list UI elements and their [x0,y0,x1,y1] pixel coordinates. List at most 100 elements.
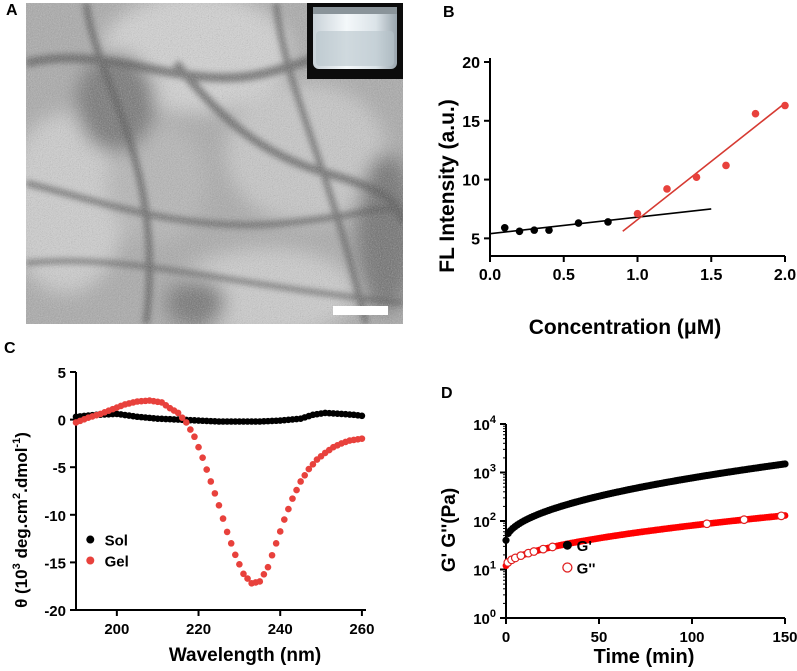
chart-c-point-gel [293,486,300,494]
chart-d-y-tick-label: 104 [473,414,497,434]
chart-c-x-tick-label: 200 [104,621,129,638]
chart-b-point-high [663,185,671,193]
chart-c-point-gel [268,551,276,559]
chart-c-point-gel [244,575,251,582]
chart-d-x-tick-label: 150 [772,629,797,646]
chart-c-ylabel-part-6: ) [12,432,31,438]
chart-d-ylabel: G' G''(Pa) [439,488,460,572]
chart-b-point-high [722,161,730,170]
chart-d-y-tick-base: 10 [473,611,490,628]
chart-c-y-tick-label: 5 [58,365,66,382]
chart-c-point-gel [227,540,235,547]
chart-b-x-tick-label: 2.0 [774,267,796,284]
chart-b-point-high [633,209,642,218]
chart-d-y-tick-base: 10 [473,417,490,434]
chart-b-ylabel: FL Intensity (a.u.) [436,99,459,272]
chart-c-x-tick-label: 220 [186,621,211,638]
chart-d-y-tick-base: 10 [473,466,490,483]
chart-c-point-gel [215,501,223,509]
tem-image [26,3,403,324]
chart-c-point-gel [240,570,247,578]
chart-d-y-tick-label: 101 [473,560,496,580]
chart-c-ylabel-part-1: 3 [11,563,23,569]
chart-c-point-gel [289,495,296,502]
chart-c-point-gel [199,454,206,461]
panel-letter-c: C [4,340,16,357]
scale-bar [333,306,388,315]
chart-d-point-g-double-prime-open [529,547,539,556]
chart-d-y-tick-base: 10 [473,563,490,580]
chart-d-point-g-double-prime-open [516,551,526,561]
chart-c-point-gel [305,465,313,473]
chart-c-point-gel [297,478,304,485]
chart-d-legend-marker-g-double-prime [562,562,573,573]
chart-d-y-tick-exp: 0 [490,608,496,620]
chart-c-legend-marker-gel [86,556,95,565]
chart-b-point-low [545,226,553,234]
chart-c-point-gel [223,528,231,536]
chart-b-y-tick-label: 20 [462,55,480,72]
chart-c-y-tick-label: -10 [44,508,66,525]
chart-d-point-g-double-prime-open [548,542,557,552]
panel-letter-d: D [441,385,453,402]
chart-c-legend-label-gel: Gel [105,553,129,570]
tem-micrograph [26,3,403,324]
chart-c-y-tick-label: -20 [44,603,66,620]
chart-c-point-gel [187,426,194,433]
chart-c-point-gel [203,466,211,473]
chart-b-fit-line-low [489,208,712,235]
chart-b-point-high [692,173,701,182]
chart-b-x-tick-label: 0.0 [479,267,501,284]
chart-c-point-gel [260,571,268,578]
chart-d-point-g-double-prime-open [739,515,749,525]
chart-b-x-tick-label: 1.5 [700,267,722,284]
chart-c-point-gel [281,516,288,523]
chart-c-point-gel [301,471,309,479]
chart-c-point-gel [195,443,202,451]
chart-d-point-g-double-prime-open [538,544,548,554]
chart-b-point-low [574,219,583,227]
chart-c-point-gel [207,478,215,485]
chart-b-fit-line-high [622,102,786,232]
chart-c-x-tick-label: 240 [268,621,293,638]
chart-b-y-tick-label: 15 [462,114,480,131]
chart-c-ylabel-part-2: deg.cm [12,499,31,563]
chart-d-x-tick-label: 100 [679,629,704,646]
chart-c-point-gel [219,515,227,522]
chart-b-point-low [530,226,539,234]
chart-c-y-tick-label: -5 [53,460,66,477]
chart-b-point-high [781,101,789,110]
chart-c-point-gel [358,435,366,442]
chart-c-point-gel [272,540,280,547]
chart-d-legend-label-g-double-prime: G'' [577,561,596,578]
chart-c-point-gel [211,490,219,497]
chart-b-xlabel: Concentration (μM) [529,316,722,339]
chart-c-point-gel [256,578,264,585]
chart-b-point-low [500,223,509,232]
chart-d-point-g-double-prime-open [776,511,786,521]
chart-c-point-gel [285,505,292,513]
chart-d-y-tick-label: 102 [473,511,496,531]
panel-letter-b: B [443,4,455,21]
chart-b-y-tick-label: 5 [471,231,480,248]
chart-d-y-tick-exp: 1 [490,560,496,572]
chart-d-y-tick-exp: 4 [490,414,497,426]
chart-c-point-gel [174,409,182,417]
chart-c-point-gel [264,563,272,571]
chart-c-ylabel-part-4: .dmol [12,448,31,493]
chart-c-legend-label-sol: Sol [105,533,128,550]
vial-icon [307,3,403,79]
chart-d-y-tick-label: 100 [473,608,496,628]
chart-c-point-gel [191,433,198,441]
chart-d-legend-label-g-prime: G' [577,538,592,555]
chart-c-point-gel [309,461,317,468]
chart-c-point-gel [231,551,239,559]
chart-d-point-g-double-prime-open [702,519,712,529]
chart-b-y-tick-label: 10 [462,173,480,190]
chart-d-y-tick-exp: 3 [490,463,496,475]
chart-c-y-tick-label: -15 [44,555,66,572]
chart-b-point-high [751,109,760,118]
chart-d-y-tick-base: 10 [473,514,490,531]
chart-c-ylabel-part-5: -1 [11,438,23,448]
chart-d-x-tick-label: 0 [502,629,510,646]
